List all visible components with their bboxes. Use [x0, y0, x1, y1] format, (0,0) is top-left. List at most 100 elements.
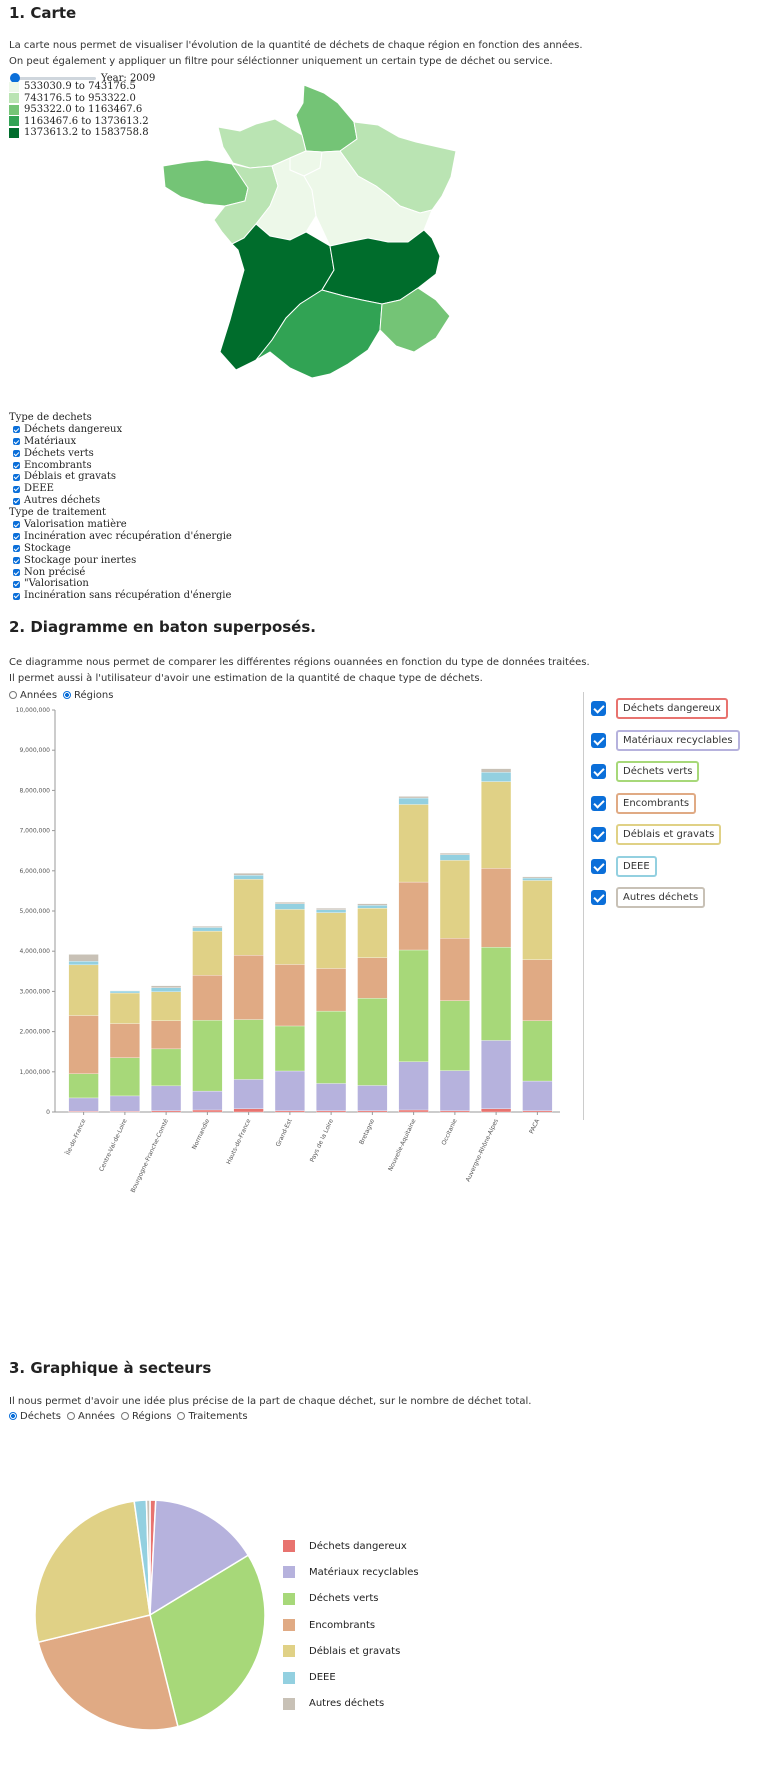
bar-segment-dechets-verts[interactable] [398, 949, 429, 1062]
bar-segment-materiaux-recyclables[interactable] [192, 1090, 223, 1111]
bar-segment-dechets-dangereux[interactable] [522, 1110, 553, 1113]
bar-segment-encombrants[interactable] [192, 975, 223, 1021]
checkbox[interactable] [13, 473, 20, 481]
year-slider[interactable] [10, 73, 96, 83]
bar-legend-item-dechets-verts[interactable]: Déchets verts [591, 756, 740, 788]
bar-segment-dechets-verts[interactable] [68, 1073, 99, 1099]
bar-segment-dechets-verts[interactable] [439, 1000, 470, 1071]
bar-segment-encombrants[interactable] [439, 938, 470, 1001]
bar-segment-dechets-dangereux[interactable] [192, 1109, 223, 1113]
bar-segment-materiaux-recyclables[interactable] [233, 1079, 264, 1109]
filter-item-deblais-et-gravats[interactable]: Déblais et gravats [9, 471, 232, 483]
checkbox[interactable] [13, 497, 20, 505]
filter-item-autres-dechets[interactable]: Autres déchets [9, 495, 232, 507]
bar-segment-materiaux-recyclables[interactable] [481, 1040, 512, 1109]
bar-segment-deee[interactable] [481, 772, 512, 782]
bar-legend-item-materiaux-recyclables[interactable]: Matériaux recyclables [591, 725, 740, 757]
checkbox[interactable] [13, 426, 20, 434]
bar-segment-deee[interactable] [233, 875, 264, 880]
bar-segment-dechets-verts[interactable] [151, 1048, 182, 1087]
legend-checkbox[interactable] [591, 764, 606, 780]
bar-segment-autres-dechets[interactable] [398, 796, 429, 799]
bar-segment-deee[interactable] [398, 797, 429, 805]
checkbox[interactable] [13, 569, 20, 577]
checkbox[interactable] [13, 580, 20, 588]
bar-legend-item-deblais-et-gravats[interactable]: Déblais et gravats [591, 819, 740, 851]
bar-segment-autres-dechets[interactable] [68, 954, 99, 962]
bar-segment-materiaux-recyclables[interactable] [274, 1070, 305, 1111]
bar-segment-autres-dechets[interactable] [233, 873, 264, 876]
bar-segment-materiaux-recyclables[interactable] [357, 1085, 388, 1111]
region-paca[interactable] [379, 287, 451, 353]
checkbox[interactable] [13, 462, 20, 469]
bar-segment-deee[interactable] [439, 854, 470, 861]
radio-dechets[interactable]: Déchets [9, 1411, 61, 1422]
bar-segment-deee[interactable] [274, 903, 305, 910]
legend-checkbox[interactable] [591, 890, 606, 906]
filter-item-dechets-verts[interactable]: Déchets verts [9, 448, 232, 460]
bar-segment-dechets-dangereux[interactable] [398, 1109, 429, 1113]
bar-segment-deblais-et-gravats[interactable] [68, 964, 99, 1016]
bar-segment-encombrants[interactable] [357, 957, 388, 999]
bar-segment-dechets-verts[interactable] [233, 1019, 264, 1080]
bar-segment-deee[interactable] [316, 909, 347, 913]
bar-segment-deee[interactable] [192, 927, 223, 932]
bar-segment-deblais-et-gravats[interactable] [274, 909, 305, 965]
radio-traitements[interactable]: Traitements [177, 1411, 248, 1422]
bar-segment-encombrants[interactable] [522, 959, 553, 1021]
bar-segment-autres-dechets[interactable] [439, 852, 470, 855]
pie-slice-deblais-et-gravats[interactable] [34, 1500, 151, 1644]
bar-segment-deblais-et-gravats[interactable] [233, 879, 264, 956]
pie-slice-autres-dechets[interactable] [145, 1499, 151, 1616]
bar-segment-dechets-dangereux[interactable] [481, 1108, 512, 1113]
bar-segment-encombrants[interactable] [398, 881, 429, 951]
bar-segment-dechets-verts[interactable] [316, 1010, 347, 1084]
bar-segment-autres-dechets[interactable] [192, 926, 223, 928]
bar-segment-deee[interactable] [357, 905, 388, 909]
filter-item-materiaux[interactable]: Matériaux [9, 436, 232, 448]
bar-segment-materiaux-recyclables[interactable] [316, 1083, 347, 1111]
bar-segment-materiaux-recyclables[interactable] [398, 1061, 429, 1111]
legend-checkbox[interactable] [591, 827, 606, 843]
bar-segment-encombrants[interactable] [233, 955, 264, 1020]
bar-legend-item-autres-dechets[interactable]: Autres déchets [591, 882, 740, 914]
bar-segment-materiaux-recyclables[interactable] [439, 1070, 470, 1111]
bar-segment-deblais-et-gravats[interactable] [316, 912, 347, 969]
pie-slice-materiaux-recyclables[interactable] [149, 1499, 250, 1617]
bar-segment-autres-dechets[interactable] [316, 908, 347, 910]
radio-regions[interactable]: Régions [121, 1411, 171, 1422]
bar-segment-dechets-verts[interactable] [192, 1020, 223, 1092]
bar-segment-autres-dechets[interactable] [357, 903, 388, 906]
checkbox[interactable] [13, 521, 20, 529]
filter-item-encombrants[interactable]: Encombrants [9, 460, 232, 472]
filter-item-incineration-sans-recuperation-d-energie[interactable]: Incinération sans récupération d'énergie [9, 590, 232, 602]
bar-segment-encombrants[interactable] [481, 868, 512, 948]
bar-segment-deblais-et-gravats[interactable] [357, 908, 388, 958]
checkbox[interactable] [13, 450, 20, 458]
bar-segment-autres-dechets[interactable] [481, 768, 512, 773]
bar-segment-autres-dechets[interactable] [522, 876, 553, 879]
filter-item-valorisation-matiere[interactable]: Valorisation matière [9, 519, 232, 531]
bar-segment-deblais-et-gravats[interactable] [439, 860, 470, 939]
bar-legend-item-deee[interactable]: DEEE [591, 851, 740, 883]
bar-segment-materiaux-recyclables[interactable] [151, 1085, 182, 1111]
bar-segment-dechets-dangereux[interactable] [151, 1110, 182, 1113]
bar-segment-materiaux-recyclables[interactable] [109, 1095, 140, 1112]
bar-segment-encombrants[interactable] [274, 964, 305, 1027]
bar-segment-autres-dechets[interactable] [151, 985, 182, 988]
pie-slice-dechets-verts[interactable] [149, 1554, 266, 1728]
bar-segment-encombrants[interactable] [316, 968, 347, 1012]
bar-segment-dechets-verts[interactable] [522, 1020, 553, 1082]
checkbox[interactable] [13, 485, 20, 493]
checkbox[interactable] [13, 438, 20, 446]
bar-segment-deblais-et-gravats[interactable] [398, 804, 429, 883]
bar-segment-dechets-verts[interactable] [109, 1057, 140, 1097]
bar-segment-encombrants[interactable] [151, 1020, 182, 1050]
bar-segment-deee[interactable] [151, 987, 182, 992]
filter-item-stockage[interactable]: Stockage [9, 543, 232, 555]
legend-checkbox[interactable] [591, 732, 606, 748]
legend-checkbox[interactable] [591, 701, 606, 717]
checkbox[interactable] [13, 545, 20, 553]
bar-segment-dechets-dangereux[interactable] [233, 1108, 264, 1113]
region-hauts-de-france[interactable] [295, 84, 358, 153]
